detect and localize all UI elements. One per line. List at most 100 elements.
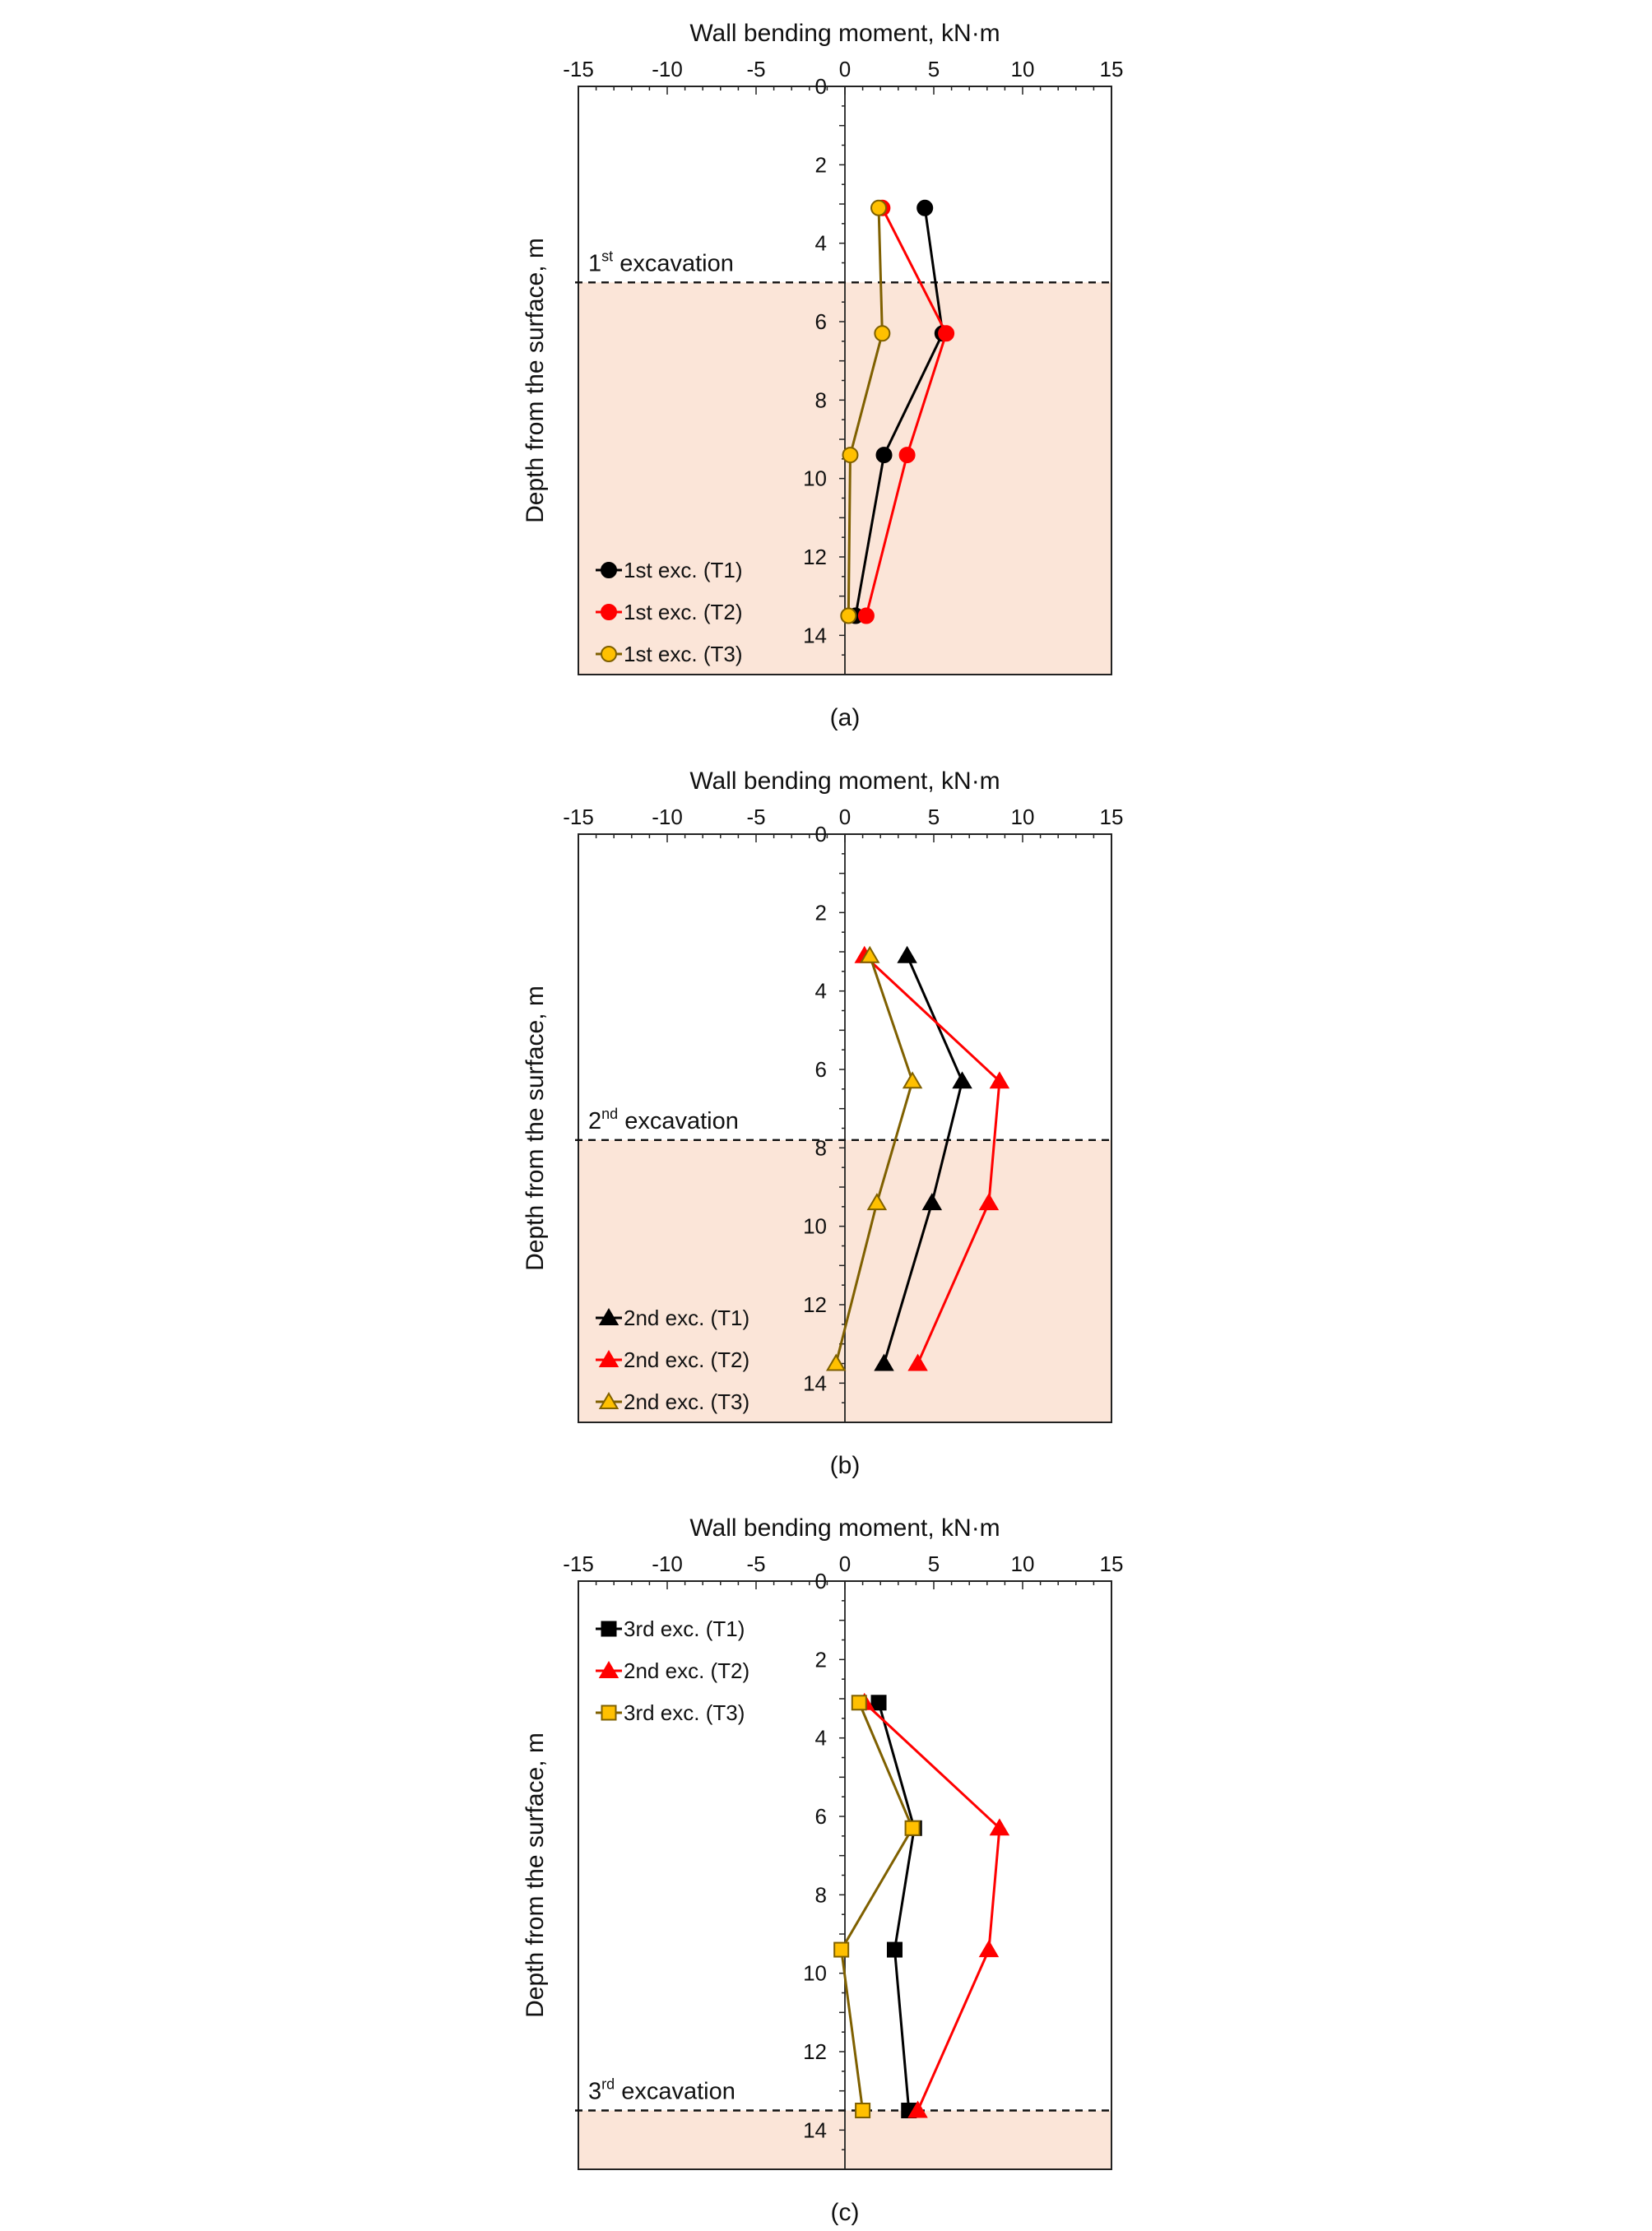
x-tick-label: 10 (1011, 57, 1035, 81)
legend-label: 3rd exc. (T1) (624, 1616, 745, 1641)
data-point (898, 447, 916, 464)
legend-marker (601, 646, 617, 662)
data-point (875, 447, 893, 464)
x-tick-label: -5 (746, 57, 765, 81)
data-point (840, 607, 857, 624)
panel-label: (c) (831, 2199, 860, 2226)
y-tick-label: 6 (815, 1804, 827, 1829)
excavation-label: 1st excavation (588, 248, 734, 276)
legend-marker (598, 1308, 620, 1325)
data-point (907, 1353, 928, 1371)
x-axis-title: Wall bending moment, kN·m (689, 20, 1000, 47)
y-axis-title: Depth from the surface, m (522, 238, 549, 523)
series-line (847, 207, 884, 616)
series-line (877, 1702, 916, 2111)
legend-label: 2nd exc. (T2) (624, 1658, 749, 1683)
data-point (825, 1353, 847, 1371)
legend-entry-3: 2nd exc. (T3) (596, 1389, 749, 1414)
data-point (938, 325, 955, 342)
legend-label: 3rd exc. (T3) (624, 1700, 745, 1725)
series-line (840, 1702, 914, 2111)
y-tick-label: 14 (803, 623, 827, 647)
data-point (859, 945, 880, 963)
data-point (978, 1193, 1000, 1211)
y-tick-label: 2 (815, 900, 827, 925)
data-point (870, 1695, 887, 1711)
y-tick-label: 12 (803, 1292, 827, 1317)
legend-label: 1st exc. (T2) (624, 600, 742, 624)
x-tick-label: 0 (839, 1551, 851, 1576)
chart-panel-3: -15 -10 -5 0 5 10 15 Wall bending moment, kN·m 0… (522, 1514, 1123, 2226)
excavation-label: 3rd excavation (588, 2076, 736, 2105)
data-point (989, 1818, 1010, 1836)
series-line (834, 955, 914, 1364)
legend-label: 1st exc. (T1) (624, 558, 742, 582)
x-tick-label: 5 (928, 1551, 940, 1576)
y-tick-label: 0 (815, 1569, 827, 1593)
series-2 (854, 945, 1010, 1371)
data-point (855, 2103, 871, 2118)
series-1 (874, 945, 972, 1371)
legend-label: 2nd exc. (T2) (624, 1347, 749, 1372)
x-tick-label: -5 (746, 805, 765, 829)
y-tick-label: 0 (815, 822, 827, 846)
data-point (907, 2100, 928, 2118)
x-tick-label: 15 (1100, 805, 1124, 829)
series-line (883, 955, 964, 1364)
data-point (857, 607, 875, 624)
legend-entry-1: 2nd exc. (T1) (596, 1306, 749, 1330)
data-point (874, 1353, 894, 1371)
legend-marker (598, 1350, 620, 1367)
x-tick-label: -15 (563, 57, 594, 81)
data-point (921, 1193, 943, 1211)
legend-entry-1: 1st exc. (T1) (596, 558, 742, 582)
legend-entry-2: 2nd exc. (T2) (596, 1658, 749, 1683)
x-tick-label: 10 (1011, 805, 1035, 829)
y-tick-label: 14 (803, 2117, 827, 2142)
data-point (916, 199, 934, 216)
series-2 (854, 1692, 1010, 2118)
legend-entry-2: 2nd exc. (T2) (596, 1347, 749, 1372)
legend-entry-1: 3rd exc. (T1) (596, 1616, 745, 1641)
legend-marker (598, 1392, 620, 1409)
data-point (851, 1695, 867, 1711)
data-point (902, 1071, 923, 1089)
y-axis-title: Depth from the surface, m (522, 986, 549, 1271)
x-tick-label: -10 (652, 57, 683, 81)
data-point (904, 1820, 921, 1836)
series-line (863, 1701, 1001, 2112)
legend-marker (601, 1621, 617, 1637)
x-tick-label: -15 (563, 1551, 594, 1576)
x-tick-label: -10 (652, 805, 683, 829)
x-tick-label: 5 (928, 805, 940, 829)
series-3 (833, 1695, 921, 2118)
y-tick-label: 2 (815, 152, 827, 177)
legend-label: 2nd exc. (T1) (624, 1306, 749, 1330)
y-tick-label: 10 (803, 1961, 827, 1986)
y-tick-label: 12 (803, 2039, 827, 2064)
chart-panel-2: -15 -10 -5 0 5 10 15 Wall bending moment, kN·m 0… (522, 768, 1123, 1479)
y-tick-label: 12 (803, 545, 827, 569)
y-tick-label: 8 (815, 1135, 827, 1160)
data-point (897, 945, 917, 963)
panel-label: (b) (830, 1452, 861, 1479)
x-axis-title: Wall bending moment, kN·m (689, 768, 1000, 795)
legend-marker (601, 1705, 617, 1721)
data-point (952, 1071, 972, 1089)
y-tick-label: 4 (815, 231, 827, 256)
y-tick-label: 6 (815, 1057, 827, 1082)
legend-entry-2: 1st exc. (T2) (596, 600, 742, 624)
series-1 (870, 1695, 922, 2118)
data-point (886, 1941, 903, 1958)
series-3 (825, 945, 923, 1371)
data-point (833, 1941, 850, 1958)
data-point (874, 325, 891, 342)
data-point (870, 199, 888, 216)
legend-marker (601, 604, 617, 620)
data-point (842, 447, 859, 464)
panel-label: (a) (830, 704, 861, 731)
data-point (989, 1071, 1010, 1089)
y-axis-title: Depth from the surface, m (522, 1732, 549, 2018)
data-point (978, 1940, 1000, 1958)
